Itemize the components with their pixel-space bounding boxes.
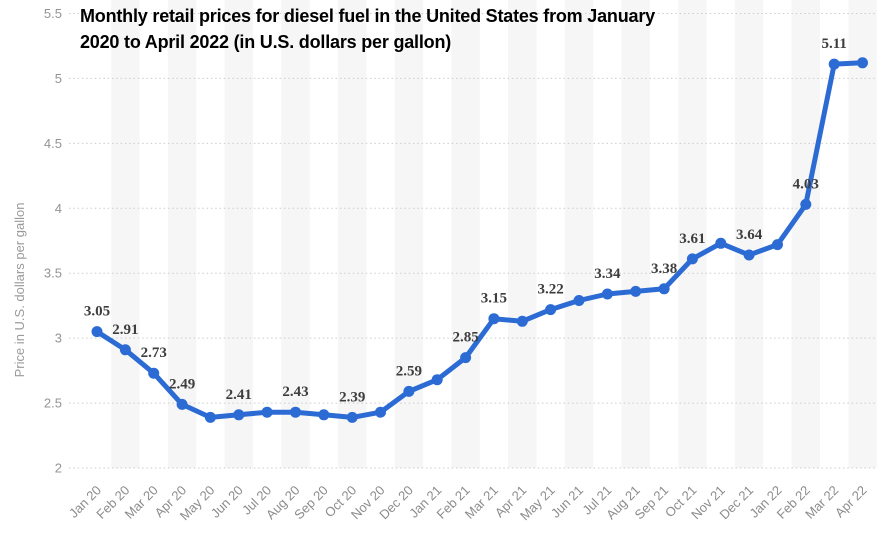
data-label-apr-20: 2.49 [169,376,195,392]
data-point-jul-21[interactable] [601,288,613,300]
y-axis-tick-5: 5 [55,71,62,86]
data-point-apr-20[interactable] [176,398,188,410]
column-stripe-jun-21 [564,0,594,468]
data-point-aug-20[interactable] [290,406,301,418]
chart-title-line-2: 2020 to April 2022 (in U.S. dollars per … [80,32,452,52]
data-point-jul-20[interactable] [261,406,273,418]
x-axis-label-apr-22: Apr 22 [832,483,870,521]
data-point-nov-21[interactable] [715,237,727,249]
column-stripe-feb-21 [451,0,480,468]
column-stripe-apr-21 [508,0,537,468]
data-point-mar-22[interactable] [828,58,840,70]
data-label-may-21: 3.22 [537,282,563,298]
data-label-feb-21: 2.85 [452,330,478,346]
data-point-dec-20[interactable] [403,385,415,397]
chart-title: Monthly retail prices for diesel fuel in… [80,3,655,55]
y-axis-tick-4: 4 [55,201,62,216]
data-label-dec-21: 3.64 [736,227,763,243]
y-axis-tick-3: 3 [55,331,62,346]
data-point-sep-21[interactable] [658,283,670,295]
data-label-feb-22: 4.03 [793,176,819,192]
data-label-dec-20: 2.59 [396,363,422,379]
data-point-jan-20[interactable] [91,326,103,338]
column-stripe-apr-22 [848,0,877,468]
data-point-mar-20[interactable] [148,367,160,379]
y-axis-title: Price in U.S. dollars per gallon [12,203,27,378]
data-point-may-20[interactable] [204,411,216,423]
data-point-dec-21[interactable] [743,249,755,261]
data-point-sep-20[interactable] [318,409,330,421]
data-point-oct-21[interactable] [686,253,698,265]
data-label-jun-20: 2.41 [226,387,252,403]
data-point-jun-20[interactable] [233,409,245,421]
data-point-jan-22[interactable] [772,239,783,251]
data-point-aug-21[interactable] [630,285,642,297]
price-line-series [94,60,865,420]
data-point-oct-20[interactable] [346,411,358,423]
data-label-feb-20: 2.91 [112,322,138,338]
column-stripe-aug-20 [281,0,310,468]
data-label-aug-20: 2.43 [282,384,308,400]
data-point-may-21[interactable] [545,304,557,316]
data-label-mar-21: 3.15 [481,291,507,307]
chart-title-line-1: Monthly retail prices for diesel fuel in… [80,6,655,26]
data-point-feb-20[interactable] [119,344,131,356]
data-label-sep-21: 3.38 [651,261,677,277]
y-axis-tick-2: 2 [55,461,62,476]
data-label-oct-20: 2.39 [339,389,365,405]
data-point-jun-21[interactable] [573,295,585,306]
y-axis-tick-3.5: 3.5 [44,266,62,281]
data-label-mar-20: 2.73 [141,345,167,361]
column-stripe-aug-21 [621,0,650,468]
column-stripe-apr-20 [167,0,197,468]
data-point-apr-22[interactable] [857,57,868,69]
y-axis-tick-2.5: 2.5 [44,396,62,411]
column-stripe-feb-22 [791,0,820,468]
data-point-jan-21[interactable] [431,374,443,386]
data-point-mar-21[interactable] [488,313,500,325]
data-point-feb-22[interactable] [800,198,812,210]
y-axis-tick-4.5: 4.5 [44,136,62,151]
y-axis-tick-5.5: 5.5 [44,6,62,21]
data-label-jul-21: 3.34 [594,266,621,282]
data-point-feb-21[interactable] [460,352,472,364]
data-point-apr-21[interactable] [516,315,528,327]
x-axis-label-jun-20: Jun 20 [208,483,246,521]
x-axis-label-jun-21: Jun 21 [548,483,586,521]
data-label-mar-22: 5.11 [821,36,846,52]
column-stripe-feb-20 [111,0,140,468]
data-label-oct-21: 3.61 [679,231,705,247]
data-label-jan-20: 3.05 [84,304,110,320]
data-point-nov-20[interactable] [375,406,386,418]
